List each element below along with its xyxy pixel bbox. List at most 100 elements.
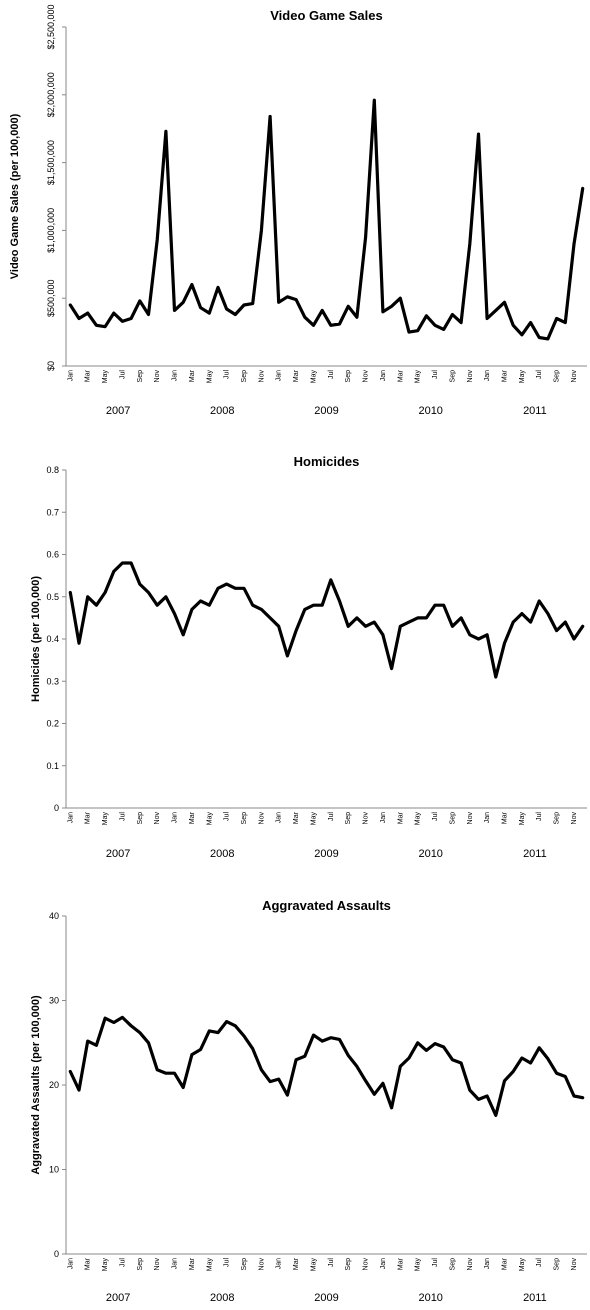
video-game-sales-x-tick-label: Jul (432, 370, 439, 379)
aggravated-assaults-year-label: 2009 (314, 1292, 338, 1304)
aggravated-assaults-x-tick-label: Sep (449, 1258, 456, 1271)
aggravated-assaults-x-tick-label: Jul (119, 1258, 126, 1267)
homicides-x-tick-label: Nov (363, 812, 370, 825)
aggravated-assaults-x-tick-label: Jan (380, 1258, 387, 1269)
aggravated-assaults-y-tick-label: 20 (49, 1080, 59, 1090)
aggravated-assaults-x-tick-label: Jul (328, 1258, 335, 1267)
video-game-sales-y-tick-label: $1,500,000 (46, 140, 56, 185)
homicides-x-tick-label: May (310, 812, 317, 826)
video-game-sales-x-tick-label: Jan (484, 370, 491, 381)
homicides-x-tick-label: Jan (380, 812, 387, 823)
video-game-sales-x-tick-label: Jul (224, 370, 231, 379)
aggravated-assaults-x-tick-label: May (310, 1258, 317, 1272)
homicides-x-tick-label: Mar (189, 811, 196, 824)
video-game-sales-x-tick-label: Nov (154, 370, 161, 383)
video-game-sales-x-tick-label: Sep (449, 370, 456, 383)
video-game-sales-x-tick-label: May (102, 370, 109, 384)
aggravated-assaults-series-line (68, 1015, 585, 1118)
video-game-sales-x-tick-label: Mar (189, 369, 196, 382)
homicides-y-tick-label: 0.2 (46, 719, 59, 729)
video-game-sales-x-tick-label: May (415, 370, 422, 384)
video-game-sales-y-tick-label: $2,500,000 (46, 4, 56, 49)
homicides-y-axis-label: Homicides (per 100,000) (30, 576, 42, 702)
aggravated-assaults-x-tick-label: May (415, 1258, 422, 1272)
video-game-sales-year-label: 2008 (210, 405, 234, 417)
video-game-sales-x-tick-label: Nov (467, 370, 474, 383)
homicides-year-label: 2009 (314, 848, 338, 860)
video-game-sales-x-tick-label: Jan (172, 370, 179, 381)
homicides-year-label: 2007 (106, 848, 130, 860)
homicides-x-tick-label: Nov (154, 812, 161, 825)
aggravated-assaults-x-tick-label: Nov (467, 1258, 474, 1271)
video-game-sales-x-tick-label: Mar (293, 369, 300, 382)
homicides-x-tick-label: Sep (449, 812, 456, 825)
aggravated-assaults-year-label: 2008 (210, 1292, 234, 1304)
homicides-x-tick-label: Jan (484, 812, 491, 823)
homicides-x-tick-label: May (102, 812, 109, 826)
aggravated-assaults-x-tick-label: Mar (85, 1257, 92, 1270)
video-game-sales-x-tick-label: Sep (241, 370, 248, 383)
aggravated-assaults-x-tick-label: Jul (432, 1258, 439, 1267)
aggravated-assaults-x-tick-label: May (102, 1258, 109, 1272)
video-game-sales-year-label: 2009 (314, 405, 338, 417)
video-game-sales-chart: Video Game Sales Video Game Sales (per 10… (9, 4, 587, 417)
aggravated-assaults-x-tick-label: Mar (189, 1257, 196, 1270)
aggravated-assaults-x-tick-label: Mar (293, 1257, 300, 1270)
video-game-sales-x-tick-label: Sep (554, 370, 561, 383)
video-game-sales-year-label: 2011 (523, 405, 547, 417)
aggravated-assaults-x-tick-label: May (206, 1258, 213, 1272)
homicides-y-tick-label: 0.8 (46, 465, 59, 475)
aggravated-assaults-y-axis-label: Aggravated Assaults (per 100,000) (30, 995, 42, 1175)
aggravated-assaults-x-tick-label: Jul (536, 1258, 543, 1267)
homicides-x-tick-label: Nov (571, 812, 578, 825)
homicides-x-tick-label: Sep (554, 812, 561, 825)
video-game-sales-x-tick-label: Jan (276, 370, 283, 381)
aggravated-assaults-x-tick-label: May (519, 1258, 526, 1272)
homicides-x-tick-label: Jul (328, 812, 335, 821)
homicides-x-tick-label: Jan (172, 812, 179, 823)
video-game-sales-y-tick-label: $2,000,000 (46, 72, 56, 117)
homicides-year-label: 2010 (418, 848, 442, 860)
video-game-sales-x-tick-label: Nov (571, 370, 578, 383)
aggravated-assaults-title: Aggravated Assaults (262, 898, 391, 913)
aggravated-assaults-x-tick-label: Nov (363, 1258, 370, 1271)
video-game-sales-x-tick-label: May (519, 370, 526, 384)
video-game-sales-x-tick-label: Jan (67, 370, 74, 381)
homicides-y-tick-label: 0.5 (46, 592, 59, 602)
homicides-series-line (68, 561, 585, 679)
aggravated-assaults-x-tick-label: Jan (172, 1258, 179, 1269)
homicides-year-label: 2011 (523, 848, 547, 860)
homicides-year-label: 2008 (210, 848, 234, 860)
video-game-sales-x-tick-label: May (206, 370, 213, 384)
aggravated-assaults-year-label: 2010 (418, 1292, 442, 1304)
homicides-x-tick-label: May (206, 812, 213, 826)
video-game-sales-x-tick-label: Mar (397, 369, 404, 382)
homicides-x-tick-label: Mar (502, 811, 509, 824)
video-game-sales-y-tick-label: $0 (46, 361, 56, 371)
video-game-sales-x-tick-label: Jul (536, 370, 543, 379)
homicides-x-tick-label: Sep (241, 812, 248, 825)
aggravated-assaults-x-tick-label: Sep (137, 1258, 144, 1271)
video-game-sales-x-tick-label: Nov (258, 370, 265, 383)
homicides-y-tick-label: 0.1 (46, 761, 59, 771)
homicides-x-tick-label: Jul (536, 812, 543, 821)
homicides-x-tick-label: Jul (119, 812, 126, 821)
aggravated-assaults-year-label: 2007 (106, 1292, 130, 1304)
homicides-x-tick-label: Nov (467, 812, 474, 825)
homicides-title: Homicides (294, 454, 360, 469)
video-game-sales-x-tick-label: Sep (345, 370, 352, 383)
video-game-sales-y-tick-label: $500,000 (46, 279, 56, 317)
homicides-y-tick-label: 0.6 (46, 550, 59, 560)
homicides-x-tick-label: Mar (85, 811, 92, 824)
video-game-sales-x-tick-label: Jan (380, 370, 387, 381)
video-game-sales-x-tick-label: Sep (137, 370, 144, 383)
video-game-sales-x-tick-label: Mar (85, 369, 92, 382)
video-game-sales-year-label: 2007 (106, 405, 130, 417)
aggravated-assaults-x-tick-label: Mar (397, 1257, 404, 1270)
video-game-sales-year-label: 2010 (418, 405, 442, 417)
aggravated-assaults-x-tick-label: Jan (276, 1258, 283, 1269)
video-game-sales-title: Video Game Sales (270, 8, 383, 23)
aggravated-assaults-y-tick-label: 30 (49, 996, 59, 1006)
video-game-sales-y-axis-label: Video Game Sales (per 100,000) (9, 113, 21, 279)
